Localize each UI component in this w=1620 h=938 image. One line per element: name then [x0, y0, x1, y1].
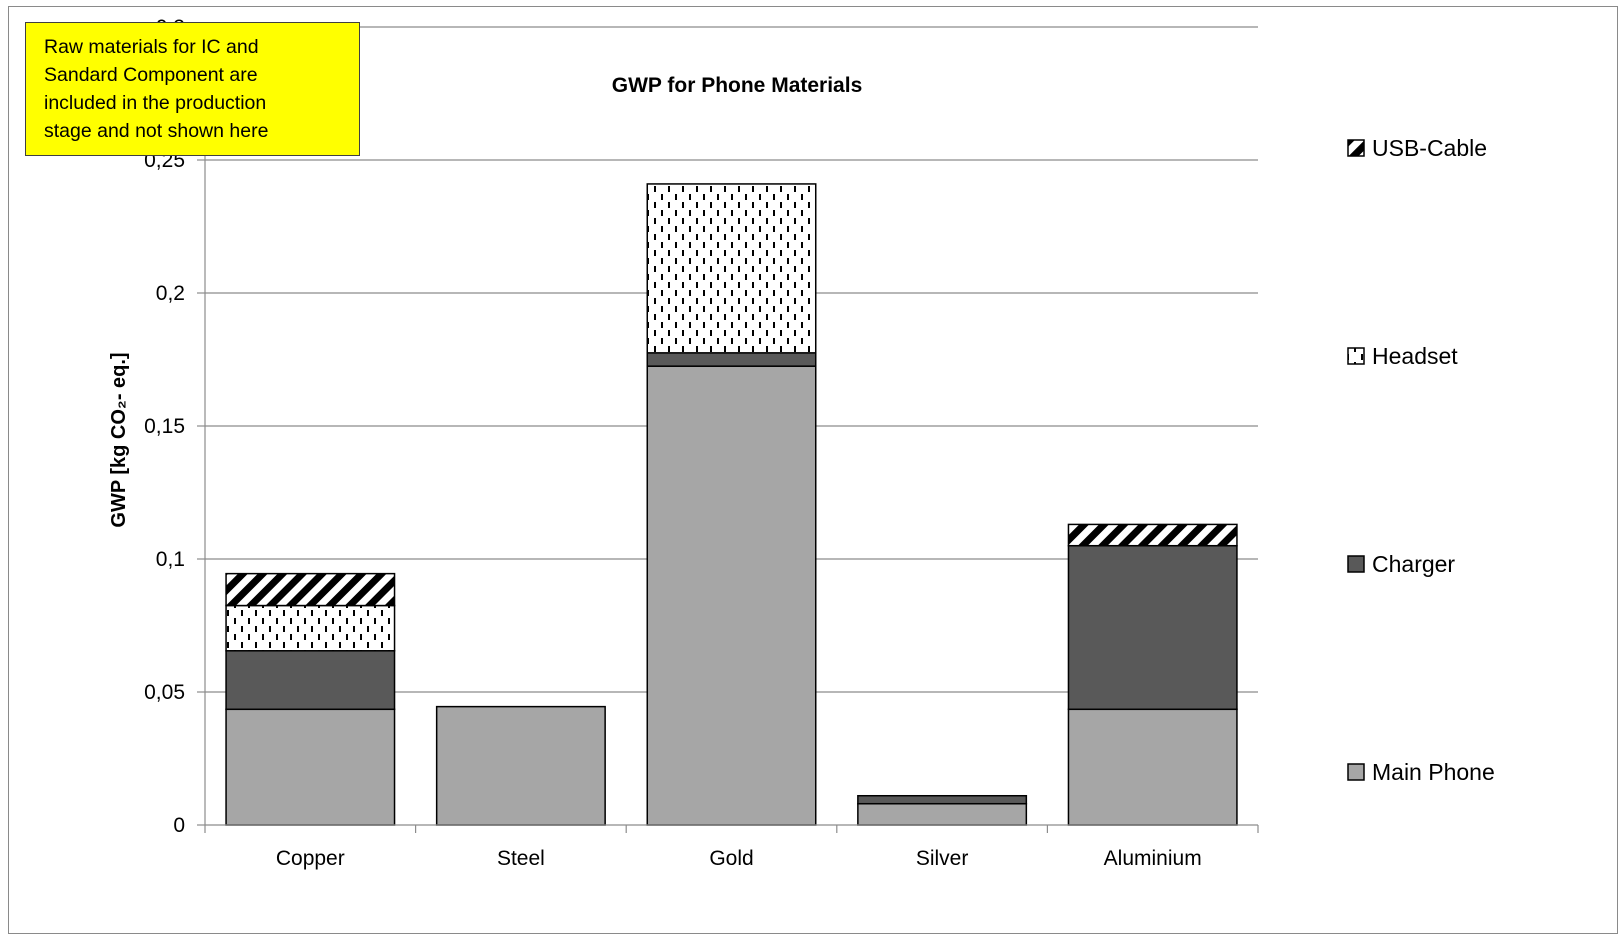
legend-swatch — [1347, 139, 1365, 157]
legend-item: Charger — [1347, 551, 1455, 577]
legend: USB-Cable Headset Charger Main Phone — [1347, 135, 1495, 785]
x-tick-label: Silver — [916, 847, 969, 870]
annotation-note: Raw materials for IC and Sandard Componen… — [25, 22, 360, 156]
bar-segment — [1067, 544, 1238, 711]
legend-item: Headset — [1347, 343, 1458, 369]
y-tick-label: 0,2 — [156, 282, 185, 305]
legend-label: Main Phone — [1372, 759, 1495, 785]
axes: 00,050,10,150,20,250,3CopperSteelGoldSil… — [144, 16, 1259, 870]
bar-segment — [225, 708, 396, 826]
bar-segment — [646, 183, 817, 354]
x-tick-label: Gold — [709, 847, 753, 870]
bar-segment — [857, 802, 1028, 826]
bar-segment — [646, 365, 817, 826]
annotation-line: included in the production — [44, 92, 267, 114]
legend-label: USB-Cable — [1372, 135, 1487, 161]
bar-segment — [857, 794, 1028, 805]
legend-swatch — [1347, 347, 1365, 365]
y-tick-label: 0,1 — [156, 548, 185, 571]
y-tick-label: 0 — [173, 814, 185, 837]
x-tick-label: Copper — [276, 847, 345, 870]
legend-label: Charger — [1372, 551, 1455, 577]
y-tick-label: 0,05 — [144, 681, 185, 704]
bar-segment — [1067, 523, 1238, 547]
annotation-line: stage and not shown here — [44, 120, 269, 142]
legend-item: USB-Cable — [1347, 135, 1487, 161]
bar-segment — [225, 650, 396, 711]
x-tick-label: Steel — [497, 847, 545, 870]
bars — [225, 183, 1238, 826]
bar-segment — [1067, 708, 1238, 826]
y-axis-title: GWP [kg CO₂- eq.] — [108, 352, 130, 527]
legend-swatch — [1347, 555, 1365, 573]
y-tick-label: 0,15 — [144, 415, 185, 438]
bar-segment — [435, 705, 606, 826]
bar-segment — [646, 352, 817, 367]
annotation-line: Raw materials for IC and — [44, 36, 259, 58]
legend-item: Main Phone — [1347, 759, 1495, 785]
bar-segment — [225, 572, 396, 607]
annotation-line: Sandard Component are — [44, 64, 258, 86]
bar-segment — [225, 604, 396, 652]
chart-title: GWP for Phone Materials — [612, 74, 863, 97]
x-tick-label: Aluminium — [1104, 847, 1202, 870]
legend-label: Headset — [1372, 343, 1458, 369]
legend-swatch — [1347, 763, 1365, 781]
